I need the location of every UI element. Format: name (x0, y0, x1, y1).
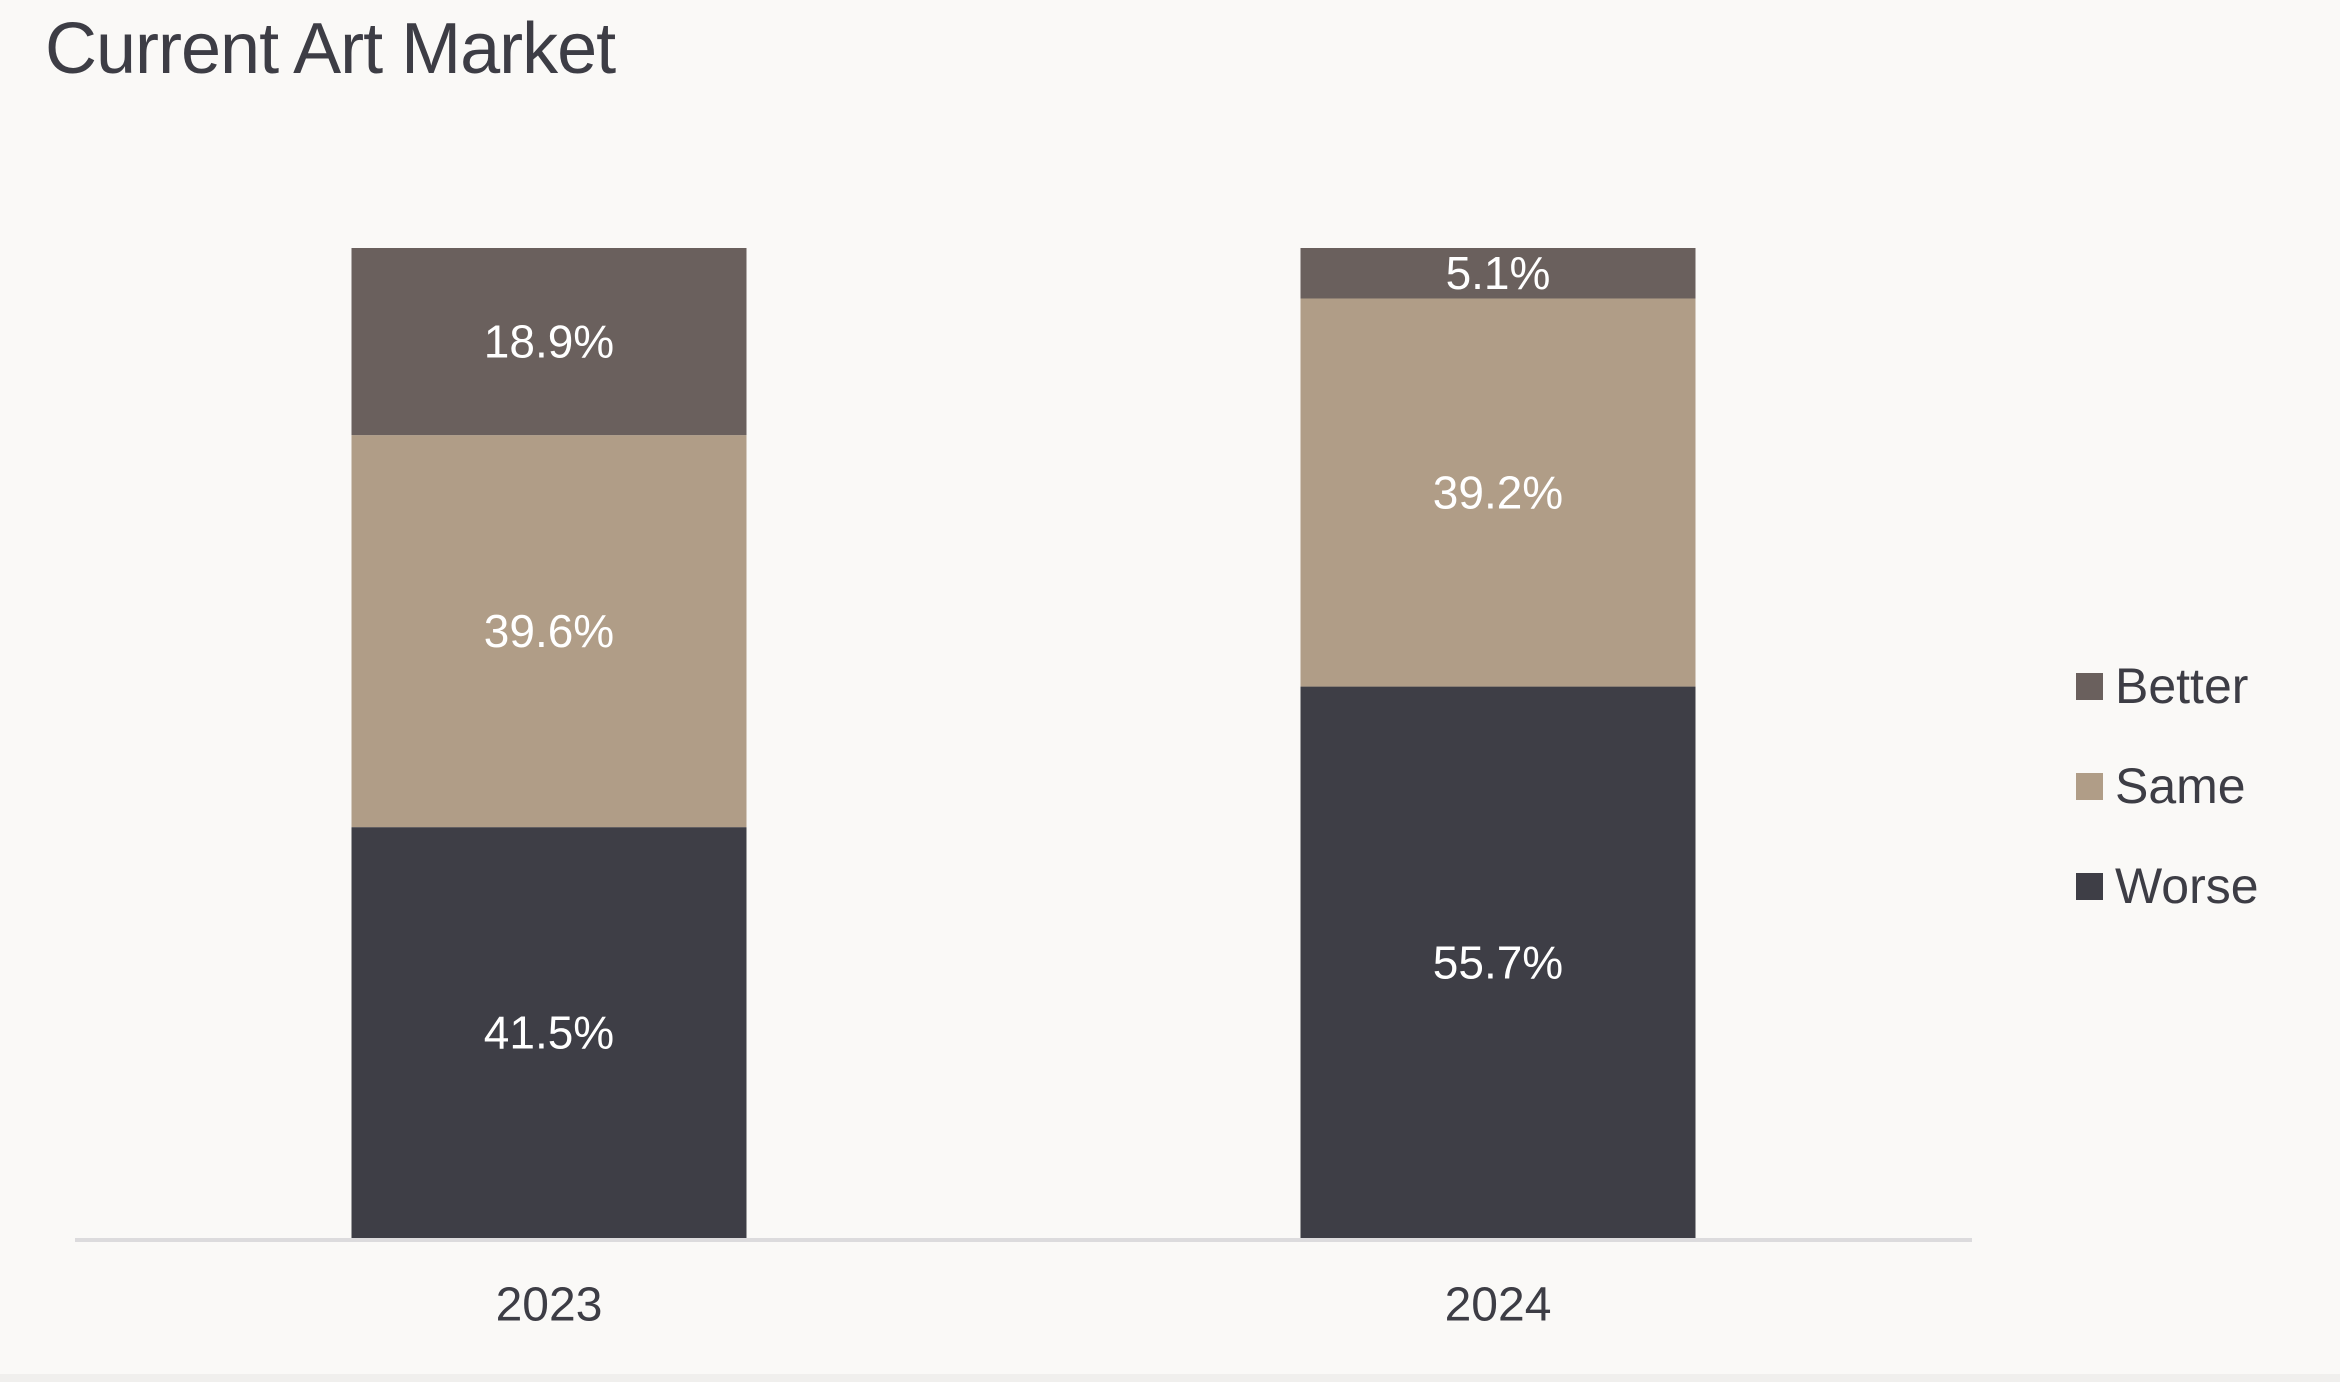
bar-segment-better-2024 (1300, 248, 1696, 299)
chart-legend: Better Same Worse (2076, 636, 2259, 936)
bar-segment-worse-2023 (351, 827, 747, 1238)
chart-title: Current Art Market (45, 9, 616, 89)
legend-swatch-better (2076, 672, 2103, 700)
bar-segment-worse-2024 (1300, 686, 1696, 1238)
bar-segment-better-2023 (351, 248, 747, 436)
data-label-worse-2024: 55.7% (1433, 936, 1563, 988)
legend-item-better: Better (2076, 636, 2259, 736)
legend-swatch-worse (2076, 872, 2103, 900)
bar-segment-same-2023 (351, 435, 747, 828)
data-label-same-2024: 39.2% (1433, 467, 1563, 519)
legend-label-better: Better (2115, 658, 2249, 714)
legend-item-same: Same (2076, 736, 2259, 836)
data-label-worse-2023: 41.5% (484, 1007, 614, 1059)
legend-item-worse: Worse (2076, 836, 2259, 936)
data-label-same-2023: 39.6% (484, 605, 614, 657)
data-label-better-2024: 5.1% (1446, 247, 1551, 299)
x-tick-label-2023: 2023 (496, 1279, 603, 1332)
legend-label-same: Same (2115, 758, 2246, 814)
x-tick-label-2024: 2024 (1445, 1279, 1552, 1332)
footer-strip (0, 1374, 2340, 1382)
legend-swatch-same (2076, 772, 2103, 800)
legend-label-worse: Worse (2115, 858, 2259, 914)
data-label-better-2023: 18.9% (484, 316, 614, 368)
bar-segment-same-2024 (1300, 298, 1696, 687)
